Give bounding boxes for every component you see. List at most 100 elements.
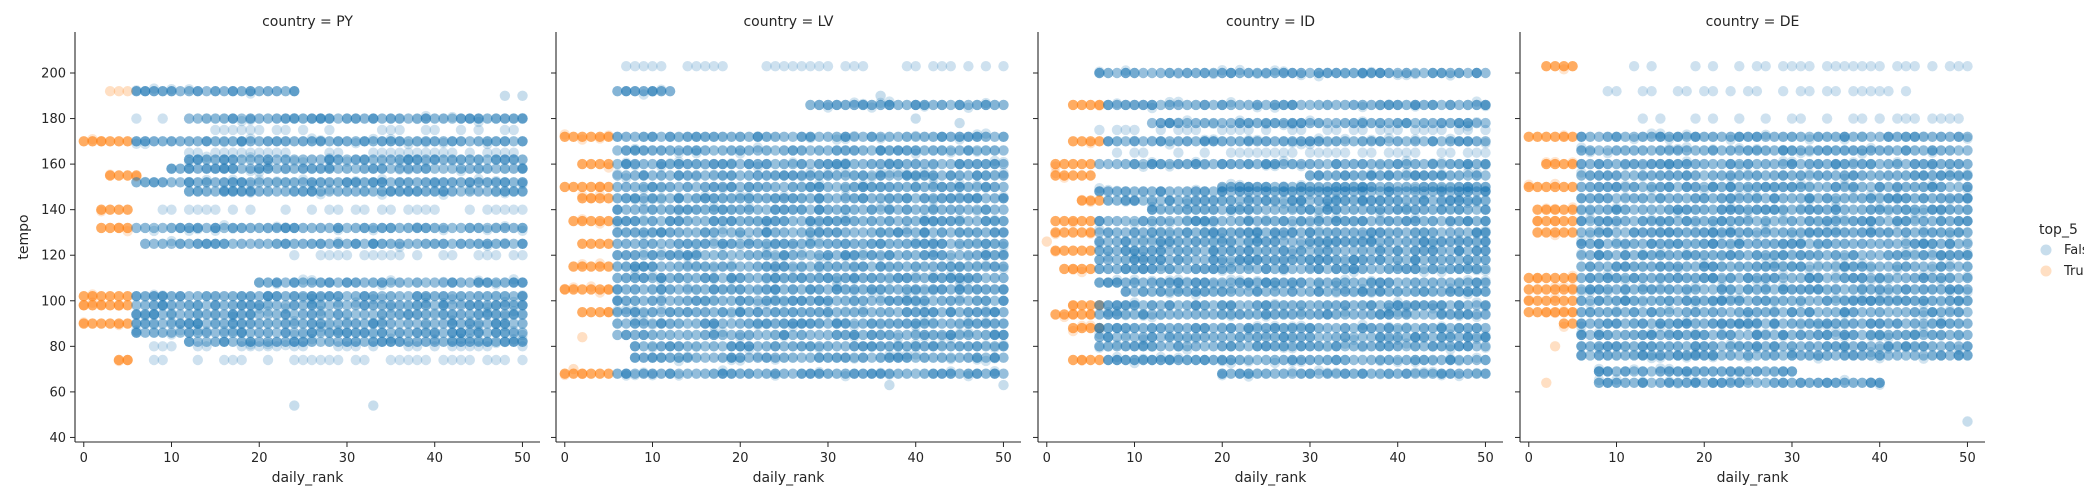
scatter-point [1804, 146, 1815, 157]
scatter-point [1269, 298, 1281, 310]
scatter-point [412, 341, 423, 352]
scatter-point [1366, 287, 1377, 298]
scatter-point [1067, 217, 1079, 228]
scatter-point [910, 113, 921, 124]
scatter-point [271, 238, 282, 249]
scatter-point [403, 327, 414, 338]
scatter-point [201, 327, 212, 338]
scatter-point [192, 308, 203, 319]
scatter-point [359, 238, 370, 249]
scatter-point [473, 335, 484, 346]
scatter-point [455, 333, 467, 344]
scatter-point [359, 154, 370, 165]
scatter-point [517, 162, 528, 174]
scatter-point [482, 136, 493, 147]
scatter-point [412, 354, 423, 366]
scatter-point [455, 298, 467, 309]
panel-title: country = LV [743, 14, 833, 30]
scatter-point [1366, 275, 1377, 287]
scatter-point [315, 189, 326, 200]
scatter-point [1392, 124, 1403, 136]
scatter-point [438, 309, 449, 320]
scatter-point [324, 204, 335, 215]
scatter-point [420, 297, 432, 309]
scatter-point [743, 330, 755, 341]
scatter-point [131, 291, 142, 302]
scatter-point [1041, 236, 1053, 247]
scatter-point [1480, 286, 1491, 297]
scatter-point [254, 238, 265, 249]
scatter-point [778, 297, 790, 308]
scatter-point [517, 136, 528, 147]
scatter-point [875, 319, 886, 330]
y-tick-label: 160 [41, 158, 66, 173]
scatter-point [490, 336, 502, 347]
scatter-point [245, 300, 256, 311]
scatter-point [280, 177, 291, 188]
scatter-point [1900, 86, 1912, 97]
scatter-point [140, 222, 151, 234]
scatter-point [315, 177, 326, 188]
scatter-point [1927, 160, 1938, 172]
scatter-point [971, 354, 983, 365]
x-tick-label: 30 [339, 451, 356, 466]
scatter-point [297, 277, 309, 288]
scatter-point [499, 154, 511, 165]
scatter-point [227, 309, 239, 320]
scatter-point [201, 163, 212, 174]
scatter-point [508, 186, 519, 197]
scatter-point [1725, 172, 1736, 183]
scatter-point [368, 291, 379, 302]
scatter-point [289, 186, 300, 197]
scatter-point [245, 86, 256, 97]
scatter-point [438, 154, 449, 165]
scatter-point [998, 215, 1009, 227]
scatter-point [1909, 248, 1921, 259]
scatter-point [822, 308, 834, 320]
scatter-point [324, 336, 335, 347]
scatter-point [324, 222, 335, 234]
scatter-point [78, 300, 90, 311]
scatter-point [148, 354, 160, 366]
scatter-point [455, 222, 467, 234]
scatter-point [508, 113, 519, 124]
scatter-point [735, 241, 746, 252]
scatter-point [1865, 224, 1877, 235]
scatter-point [131, 318, 142, 329]
scatter-point [297, 336, 309, 347]
scatter-point [482, 341, 493, 352]
scatter-point [438, 163, 449, 174]
scatter-point [324, 186, 335, 197]
scatter-point [464, 324, 475, 335]
scatter-point [148, 222, 160, 234]
scatter-point [157, 290, 168, 301]
scatter-point [1190, 124, 1202, 136]
scatter-point [104, 136, 116, 147]
scatter-point [1480, 275, 1491, 286]
scatter-point [271, 341, 282, 352]
scatter-point [394, 277, 405, 288]
scatter-point [482, 300, 493, 311]
scatter-point [131, 222, 142, 234]
scatter-point [473, 163, 484, 174]
scatter-point [227, 174, 239, 185]
scatter-point [1217, 65, 1228, 76]
scatter-point [297, 329, 309, 340]
scatter-point [1480, 354, 1491, 366]
scatter-point [1085, 138, 1096, 149]
scatter-point [1085, 170, 1096, 181]
scatter-point [1366, 147, 1377, 158]
scatter-point [691, 60, 702, 72]
scatter-point [1050, 167, 1061, 179]
scatter-point [473, 277, 484, 288]
scatter-point [1848, 183, 1859, 194]
scatter-point [297, 327, 309, 338]
scatter-point [1269, 65, 1281, 76]
scatter-point [603, 130, 614, 141]
y-tick-label: 60 [49, 385, 66, 400]
scatter-point [429, 318, 440, 329]
scatter-point [517, 163, 528, 174]
scatter-point [122, 318, 133, 329]
scatter-point [963, 275, 974, 286]
scatter-point [980, 97, 992, 109]
